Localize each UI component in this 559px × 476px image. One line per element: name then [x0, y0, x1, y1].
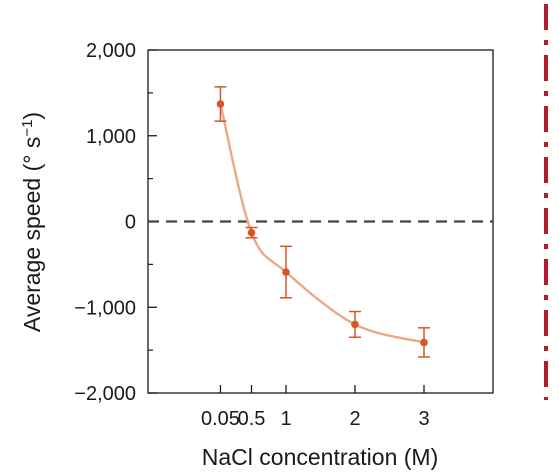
x-axis-ticks: 0.050.5 1 2 3 [201, 385, 430, 430]
series-line [219, 103, 425, 344]
y-tick-label: −2,000 [74, 383, 136, 405]
y-axis-title-close: ) [19, 112, 45, 120]
x-tick-label: 0.05 [201, 408, 240, 430]
data-point [282, 268, 290, 276]
x-tick-label: 1 [280, 408, 291, 430]
y-tick-label: 2,000 [86, 40, 136, 62]
y-axis-title-sup: −1 [19, 120, 36, 137]
y-axis-title: Average speed (° s−1) [19, 112, 45, 332]
data-point [247, 228, 256, 237]
x-tick-label: 2 [349, 408, 360, 430]
x-tick-label: 0.5 [238, 408, 266, 430]
data-point [216, 100, 225, 108]
y-tick-label: 1,000 [86, 126, 136, 148]
y-tick-label: 0 [125, 212, 136, 234]
data-point [420, 338, 428, 347]
x-tick-label: 3 [418, 408, 429, 430]
series [214, 86, 430, 358]
y-axis-ticks: 2,000 1,000 0 −1,000 −2,000 [74, 40, 157, 405]
x-axis-title: NaCl concentration (M) [202, 444, 438, 470]
y-tick-label: −1,000 [74, 297, 136, 319]
data-point [351, 320, 359, 329]
y-axis-title-main: Average speed (° s [19, 137, 45, 332]
